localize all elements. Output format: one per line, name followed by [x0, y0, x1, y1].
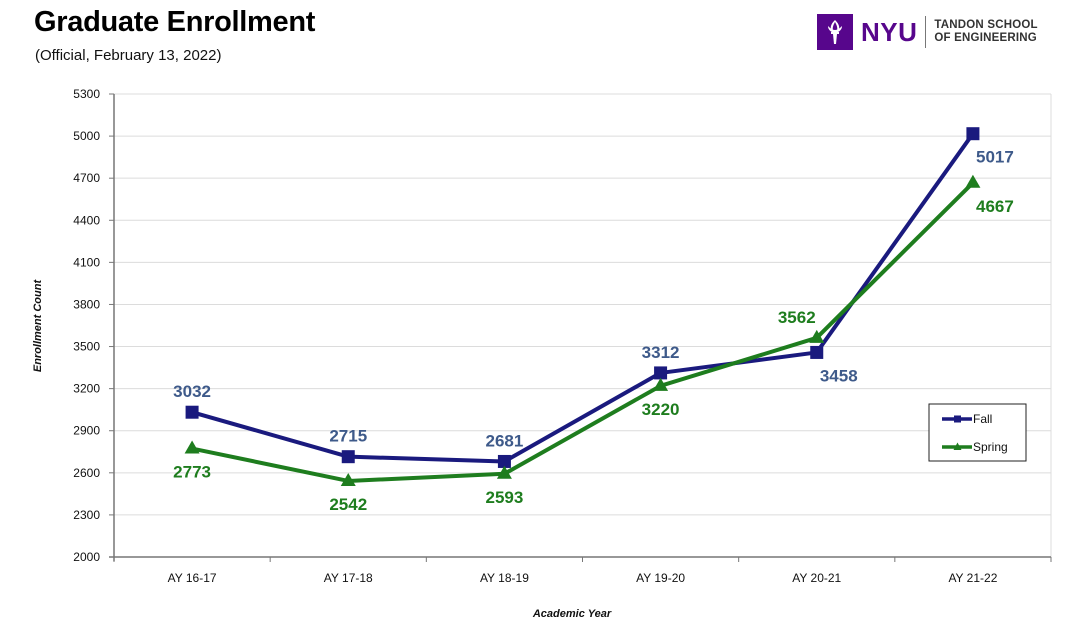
- y-axis-title: Enrollment Count: [32, 279, 44, 373]
- marker-fall: [341, 450, 355, 464]
- logo-divider: [925, 16, 927, 48]
- marker-fall: [654, 366, 668, 380]
- y-tick-label: 2300: [73, 508, 100, 522]
- x-axis-title: Academic Year: [532, 608, 612, 620]
- series-line-spring: [191, 181, 975, 483]
- y-tick-label: 4700: [73, 171, 100, 185]
- data-labels: 3032 2715 2681 3312 3458 5017 2773 2542 2593 3220…: [173, 148, 1014, 514]
- marker-spring: [809, 329, 825, 343]
- gridlines: [114, 93, 1052, 557]
- chart-subtitle: (Official, February 13, 2022): [35, 47, 222, 64]
- y-tick-label: 4400: [73, 213, 100, 227]
- legend-marker-spring: [953, 442, 962, 450]
- marker-spring: [496, 465, 512, 479]
- data-label-fall: 5017: [976, 148, 1014, 167]
- legend-marker-fall: [954, 415, 961, 423]
- data-label-spring: 2593: [486, 488, 524, 507]
- data-label-spring: 3562: [778, 308, 816, 327]
- y-tick-label: 2600: [73, 466, 100, 480]
- x-tick-label: AY 20-21: [792, 571, 841, 585]
- data-label-fall: 3032: [173, 382, 211, 401]
- series-line-fall: [191, 132, 975, 464]
- y-tick-label: 5000: [73, 129, 100, 143]
- data-label-fall: 2715: [329, 427, 367, 446]
- x-tick-label: AY 19-20: [636, 571, 685, 585]
- y-tick-label: 3500: [73, 340, 100, 354]
- data-label-spring: 4667: [976, 197, 1014, 216]
- marker-fall: [966, 127, 980, 141]
- data-label-spring: 2773: [173, 463, 211, 482]
- y-tick-label: 4100: [73, 255, 100, 269]
- y-tick-label: 3800: [73, 297, 100, 311]
- logo-school-name: TANDON SCHOOL OF ENGINEERING: [934, 19, 1037, 45]
- marker-spring: [653, 377, 669, 391]
- logo-school-line2: OF ENGINEERING: [934, 32, 1037, 44]
- data-label-spring: 2542: [329, 495, 367, 514]
- legend-label-fall: Fall: [973, 412, 992, 426]
- legend: Fall Spring: [928, 403, 1027, 462]
- series: [184, 127, 981, 486]
- marker-spring: [965, 174, 981, 188]
- x-tick-label: AY 18-19: [480, 571, 529, 585]
- marker-spring: [184, 440, 200, 454]
- axes: 2000 2300 2600 2900 3200 3500 3800 4100 4400 4700…: [73, 87, 1052, 585]
- marker-fall: [497, 454, 511, 468]
- legend-box: [928, 403, 1027, 462]
- data-label-fall: 3312: [642, 343, 680, 362]
- data-label-fall: 2681: [486, 431, 524, 450]
- nyu-tandon-logo: NYU TANDON SCHOOL OF ENGINEERING: [817, 14, 1038, 50]
- data-label-fall: 3458: [820, 366, 858, 385]
- data-label-spring: 3220: [642, 400, 680, 419]
- x-tick-label: AY 17-18: [324, 571, 373, 585]
- marker-fall: [810, 345, 824, 359]
- logo-school-line1: TANDON SCHOOL: [934, 19, 1038, 31]
- torch-icon: [817, 14, 853, 50]
- y-tick-label: 3200: [73, 382, 100, 396]
- y-tick-label: 5300: [73, 87, 100, 101]
- marker-fall: [185, 405, 199, 419]
- logo-nyu-text: NYU: [861, 16, 918, 47]
- y-tick-label: 2000: [73, 550, 100, 564]
- chart-title: Graduate Enrollment: [34, 6, 316, 38]
- x-tick-label: AY 16-17: [168, 571, 217, 585]
- legend-label-spring: Spring: [973, 440, 1008, 454]
- marker-spring: [340, 472, 356, 486]
- x-tick-label: AY 21-22: [948, 571, 997, 585]
- y-tick-label: 2900: [73, 424, 100, 438]
